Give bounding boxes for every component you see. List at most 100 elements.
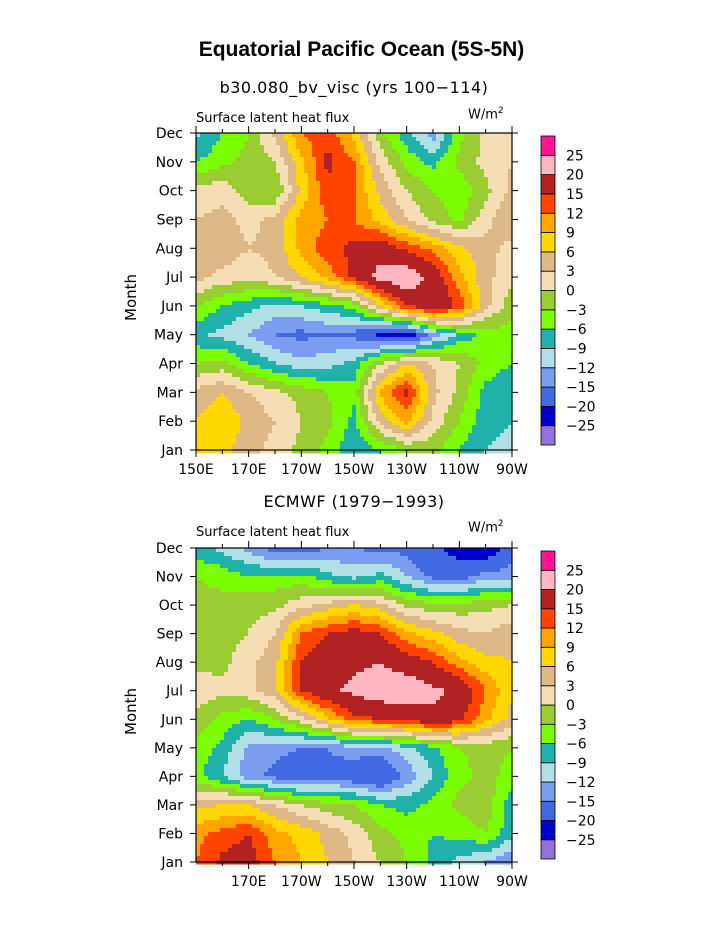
- heatmap-cell: [292, 161, 297, 166]
- heatmap-cell: [436, 185, 441, 190]
- heatmap-cell: [380, 305, 385, 310]
- heatmap-cell: [428, 281, 433, 286]
- heatmap-cell: [328, 277, 333, 282]
- heatmap-cell: [376, 357, 381, 362]
- heatmap-cell: [328, 329, 333, 334]
- heatmap-cell: [388, 133, 393, 138]
- heatmap-cell: [200, 153, 205, 158]
- heatmap-cell: [388, 181, 393, 186]
- heatmap-cell: [428, 241, 433, 246]
- heatmap-cell: [216, 365, 221, 370]
- heatmap-cell: [372, 221, 377, 226]
- heatmap-cell: [232, 285, 237, 290]
- heatmap-cell: [424, 237, 429, 242]
- heatmap-cell: [464, 189, 469, 194]
- heatmap-cell: [448, 233, 453, 238]
- heatmap-cell: [216, 293, 221, 298]
- heatmap-cell: [204, 313, 209, 318]
- heatmap-cell: [204, 349, 209, 354]
- heatmap-cell: [208, 325, 213, 330]
- heatmap-cell: [428, 317, 433, 322]
- heatmap-cell: [496, 221, 501, 226]
- heatmap-cell: [484, 225, 489, 230]
- heatmap-cell: [356, 137, 361, 142]
- heatmap-cell: [492, 161, 497, 166]
- heatmap-cell: [360, 321, 365, 326]
- heatmap-cell: [440, 237, 445, 242]
- heatmap-cell: [272, 169, 277, 174]
- heatmap-cell: [456, 161, 461, 166]
- heatmap-cell: [476, 177, 481, 182]
- heatmap-cell: [368, 193, 373, 198]
- heatmap-cell: [420, 165, 425, 170]
- heatmap-cell: [368, 177, 373, 182]
- heatmap-cell: [492, 265, 497, 270]
- heatmap-cell: [484, 209, 489, 214]
- heatmap-cell: [500, 213, 505, 218]
- heatmap-cell: [236, 261, 241, 266]
- heatmap-cell: [456, 297, 461, 302]
- heatmap-cell: [408, 369, 413, 374]
- heatmap-cell: [360, 205, 365, 210]
- heatmap-cell: [316, 245, 321, 250]
- heatmap-cell: [316, 333, 321, 338]
- heatmap-cell: [260, 225, 265, 230]
- heatmap-cell: [484, 145, 489, 150]
- heatmap-cell: [208, 257, 213, 262]
- heatmap-cell: [480, 213, 485, 218]
- heatmap-cell: [328, 193, 333, 198]
- heatmap-cell: [240, 189, 245, 194]
- heatmap-cell: [488, 281, 493, 286]
- heatmap-cell: [228, 149, 233, 154]
- heatmap-cell: [352, 249, 357, 254]
- heatmap-cell: [280, 153, 285, 158]
- heatmap-cell: [388, 309, 393, 314]
- heatmap-cell: [468, 301, 473, 306]
- heatmap-cell: [208, 249, 213, 254]
- heatmap-cell: [320, 157, 325, 162]
- heatmap-cell: [424, 197, 429, 202]
- heatmap-cell: [432, 381, 437, 386]
- heatmap-cell: [368, 217, 373, 222]
- heatmap-cell: [408, 285, 413, 290]
- heatmap-cell: [424, 381, 429, 386]
- heatmap-cell: [268, 181, 273, 186]
- heatmap-cell: [220, 377, 225, 382]
- heatmap-cell: [460, 177, 465, 182]
- heatmap-cell: [500, 289, 505, 294]
- heatmap-cell: [492, 357, 497, 362]
- heatmap-cell: [216, 337, 221, 342]
- heatmap-cell: [356, 237, 361, 242]
- heatmap-cell: [500, 177, 505, 182]
- heatmap-cell: [200, 245, 205, 250]
- heatmap-cell: [256, 321, 261, 326]
- heatmap-cell: [220, 185, 225, 190]
- heatmap-cell: [332, 157, 337, 162]
- heatmap-cell: [328, 249, 333, 254]
- heatmap-cell: [296, 237, 301, 242]
- heatmap-cell: [480, 361, 485, 366]
- heatmap-cell: [440, 245, 445, 250]
- heatmap-cell: [272, 221, 277, 226]
- heatmap-cell: [428, 337, 433, 342]
- heatmap-cell: [408, 205, 413, 210]
- heatmap-cell: [484, 177, 489, 182]
- heatmap-cell: [352, 141, 357, 146]
- heatmap-cell: [496, 241, 501, 246]
- heatmap-cell: [276, 265, 281, 270]
- heatmap-cell: [420, 349, 425, 354]
- heatmap-cell: [220, 189, 225, 194]
- heatmap-cell: [252, 365, 257, 370]
- heatmap-cell: [228, 373, 233, 378]
- heatmap-cell: [464, 381, 469, 386]
- heatmap-cell: [428, 261, 433, 266]
- heatmap-cell: [344, 237, 349, 242]
- heatmap-cell: [272, 289, 277, 294]
- heatmap-cell: [376, 241, 381, 246]
- heatmap-cell: [504, 353, 509, 358]
- heatmap-cell: [456, 345, 461, 350]
- heatmap-cell: [228, 257, 233, 262]
- heatmap-cell: [284, 197, 289, 202]
- heatmap-cell: [452, 369, 457, 374]
- heatmap-cell: [320, 377, 325, 382]
